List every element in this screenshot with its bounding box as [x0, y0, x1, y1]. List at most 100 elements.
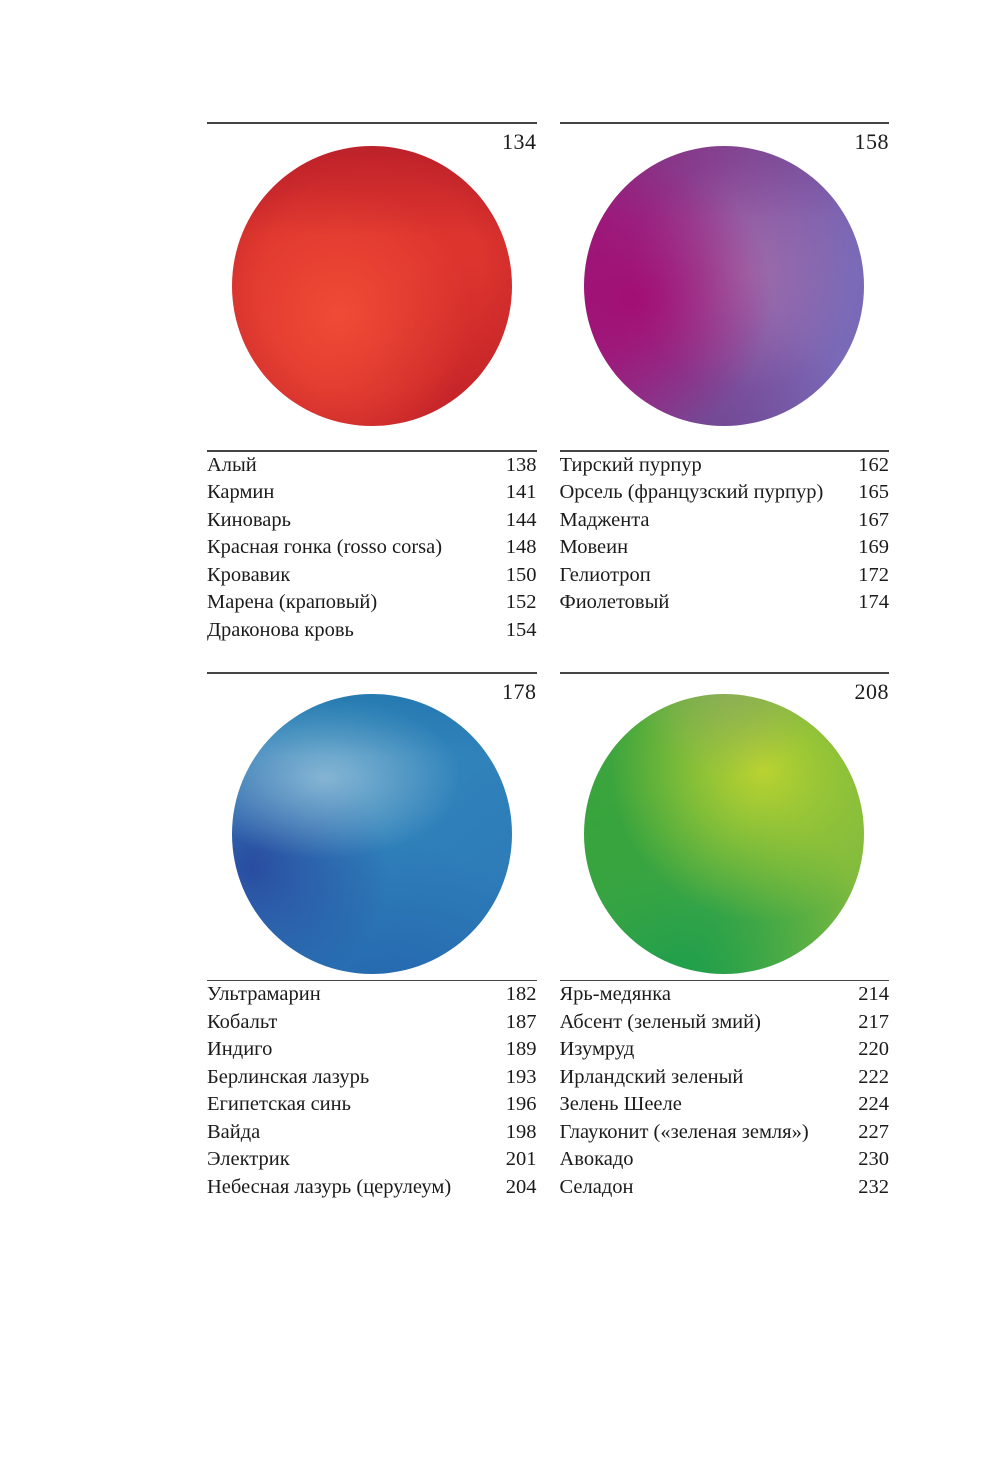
- entry-page-number: 224: [858, 1093, 889, 1115]
- entry-page-number: 230: [858, 1148, 889, 1170]
- circle-container: [207, 693, 537, 974]
- list-rule: [559, 450, 889, 452]
- section-page-number: 208: [854, 678, 889, 704]
- purple-color-circle: [584, 145, 865, 426]
- entry-label: Фиолетовый: [559, 591, 670, 613]
- entry-label: Красная гонка (rosso corsa): [207, 536, 443, 558]
- entries-list: Ультрамарин 182 Кобальт 187 Индиго 189 Берлинс…: [207, 981, 537, 1201]
- entry-page-number: 217: [858, 1010, 889, 1033]
- entry-page-number: 150: [505, 563, 537, 586]
- entry-page-number: 201: [505, 1148, 537, 1170]
- entry-page-number: 182: [505, 983, 537, 1005]
- entry-label: Авокадо: [559, 1148, 634, 1170]
- red-color-circle: [231, 145, 512, 426]
- entry-label: Глауконит («зеленая земля»): [559, 1120, 809, 1143]
- entry-page-number: 167: [858, 508, 889, 531]
- entry-label: Гелиотроп: [559, 563, 651, 586]
- list-rule: [207, 450, 537, 452]
- entry-page-number: 144: [505, 508, 537, 531]
- toc-entry: Мовеин 169: [560, 534, 890, 562]
- entry-label: Кровавик: [207, 563, 291, 586]
- section-page-number: 158: [854, 128, 889, 154]
- table-of-contents: 134 Алый 138 Кармин 141 Киноварь 144 Красная г…: [207, 122, 889, 1201]
- section-rule: [207, 122, 537, 124]
- entry-label: Драконова кровь: [207, 618, 354, 641]
- toc-section-red: 134 Алый 138 Кармин 141 Киноварь 144 Красная г…: [207, 122, 537, 672]
- toc-entry: Киноварь 144: [207, 507, 537, 535]
- entry-label: Индиго: [207, 1038, 273, 1060]
- entry-label: Абсент (зеленый змий): [559, 1010, 761, 1033]
- entry-label: Тирский пурпур: [559, 453, 702, 476]
- entries-list: Тирский пурпур 162 Орсель (французский пур…: [560, 452, 890, 617]
- toc-section-green: 208 Ярь-медянка 214 Абсент (зеленый змий) 2…: [559, 672, 890, 1201]
- section-page-number: 178: [502, 678, 537, 704]
- section-page-number: 134: [502, 128, 537, 154]
- toc-section-blue: 178 Ультрамарин 182 Кобальт 187 Индиго 189 Бер…: [207, 672, 537, 1201]
- entry-page-number: 187: [505, 1010, 537, 1033]
- entry-page-number: 141: [505, 481, 537, 503]
- entry-page-number: 222: [858, 1065, 889, 1088]
- toc-entry: Небесная лазурь (церулеум) 204: [207, 1174, 537, 1202]
- entry-page-number: 232: [858, 1175, 889, 1198]
- entry-page-number: 138: [505, 453, 537, 476]
- entries-list: Ярь-медянка 214 Абсент (зеленый змий) 217 Из…: [560, 981, 890, 1201]
- toc-section-purple: 158 Тирский пурпур 162 Орсель (французский…: [559, 122, 890, 672]
- circle-container: [560, 145, 890, 426]
- toc-entry: Марена (краповый) 152: [207, 589, 537, 617]
- entry-label: Мовеин: [559, 536, 629, 558]
- section-rule: [559, 672, 889, 674]
- toc-entry: Кровавик 150: [207, 562, 537, 590]
- toc-entry: Тирский пурпур 162: [560, 452, 890, 480]
- entry-page-number: 220: [858, 1038, 889, 1060]
- entry-label: Кармин: [207, 481, 275, 503]
- toc-entry: Кобальт 187: [207, 1009, 537, 1037]
- entry-page-number: 154: [505, 618, 537, 641]
- green-color-circle: [584, 693, 865, 974]
- entry-page-number: 165: [858, 481, 889, 503]
- entry-page-number: 193: [505, 1065, 537, 1088]
- toc-entry: Маджента 167: [560, 507, 890, 535]
- entry-page-number: 198: [505, 1120, 537, 1143]
- entry-label: Марена (краповый): [207, 591, 378, 613]
- toc-entry: Электрик 201: [207, 1146, 537, 1174]
- entry-page-number: 148: [505, 536, 537, 558]
- entry-label: Ирландский зеленый: [559, 1065, 744, 1088]
- toc-entry: Гелиотроп 172: [560, 562, 890, 590]
- entry-label: Орсель (французский пурпур): [559, 481, 824, 503]
- toc-entry: Ярь-медянка 214: [560, 981, 890, 1009]
- toc-entry: Алый 138: [207, 452, 537, 480]
- entry-label: Киноварь: [207, 508, 291, 531]
- entry-label: Египетская синь: [207, 1093, 351, 1115]
- entry-page-number: 214: [858, 983, 889, 1005]
- toc-entry: Индиго 189: [207, 1036, 537, 1064]
- list-rule: [207, 979, 537, 981]
- toc-entry: Вайда 198: [207, 1119, 537, 1147]
- toc-entry: Орсель (французский пурпур) 165: [560, 479, 890, 507]
- toc-entry: Селадон 232: [560, 1174, 890, 1202]
- toc-entry: Абсент (зеленый змий) 217: [560, 1009, 890, 1037]
- circle-container: [207, 145, 537, 426]
- entry-label: Маджента: [559, 508, 650, 531]
- entry-label: Алый: [207, 453, 257, 476]
- entry-page-number: 162: [858, 453, 889, 476]
- toc-entry: Берлинская лазурь 193: [207, 1064, 537, 1092]
- toc-entry: Ирландский зеленый 222: [560, 1064, 890, 1092]
- entry-label: Зелень Шееле: [559, 1093, 682, 1115]
- toc-entry: Ультрамарин 182: [207, 981, 537, 1009]
- entry-page-number: 189: [505, 1038, 537, 1060]
- entry-label: Небесная лазурь (церулеум): [207, 1175, 452, 1198]
- entry-page-number: 204: [505, 1175, 537, 1198]
- entry-page-number: 169: [858, 536, 889, 558]
- toc-entry: Египетская синь 196: [207, 1091, 537, 1119]
- toc-entry: Зелень Шееле 224: [560, 1091, 890, 1119]
- list-rule: [559, 979, 889, 981]
- toc-entry: Кармин 141: [207, 479, 537, 507]
- toc-entry: Авокадо 230: [560, 1146, 890, 1174]
- entry-label: Вайда: [207, 1120, 261, 1143]
- entry-page-number: 152: [505, 591, 537, 613]
- section-rule: [207, 672, 537, 674]
- entry-label: Берлинская лазурь: [207, 1065, 370, 1088]
- circle-container: [560, 693, 890, 974]
- entries-list: Алый 138 Кармин 141 Киноварь 144 Красная гонка…: [207, 452, 537, 645]
